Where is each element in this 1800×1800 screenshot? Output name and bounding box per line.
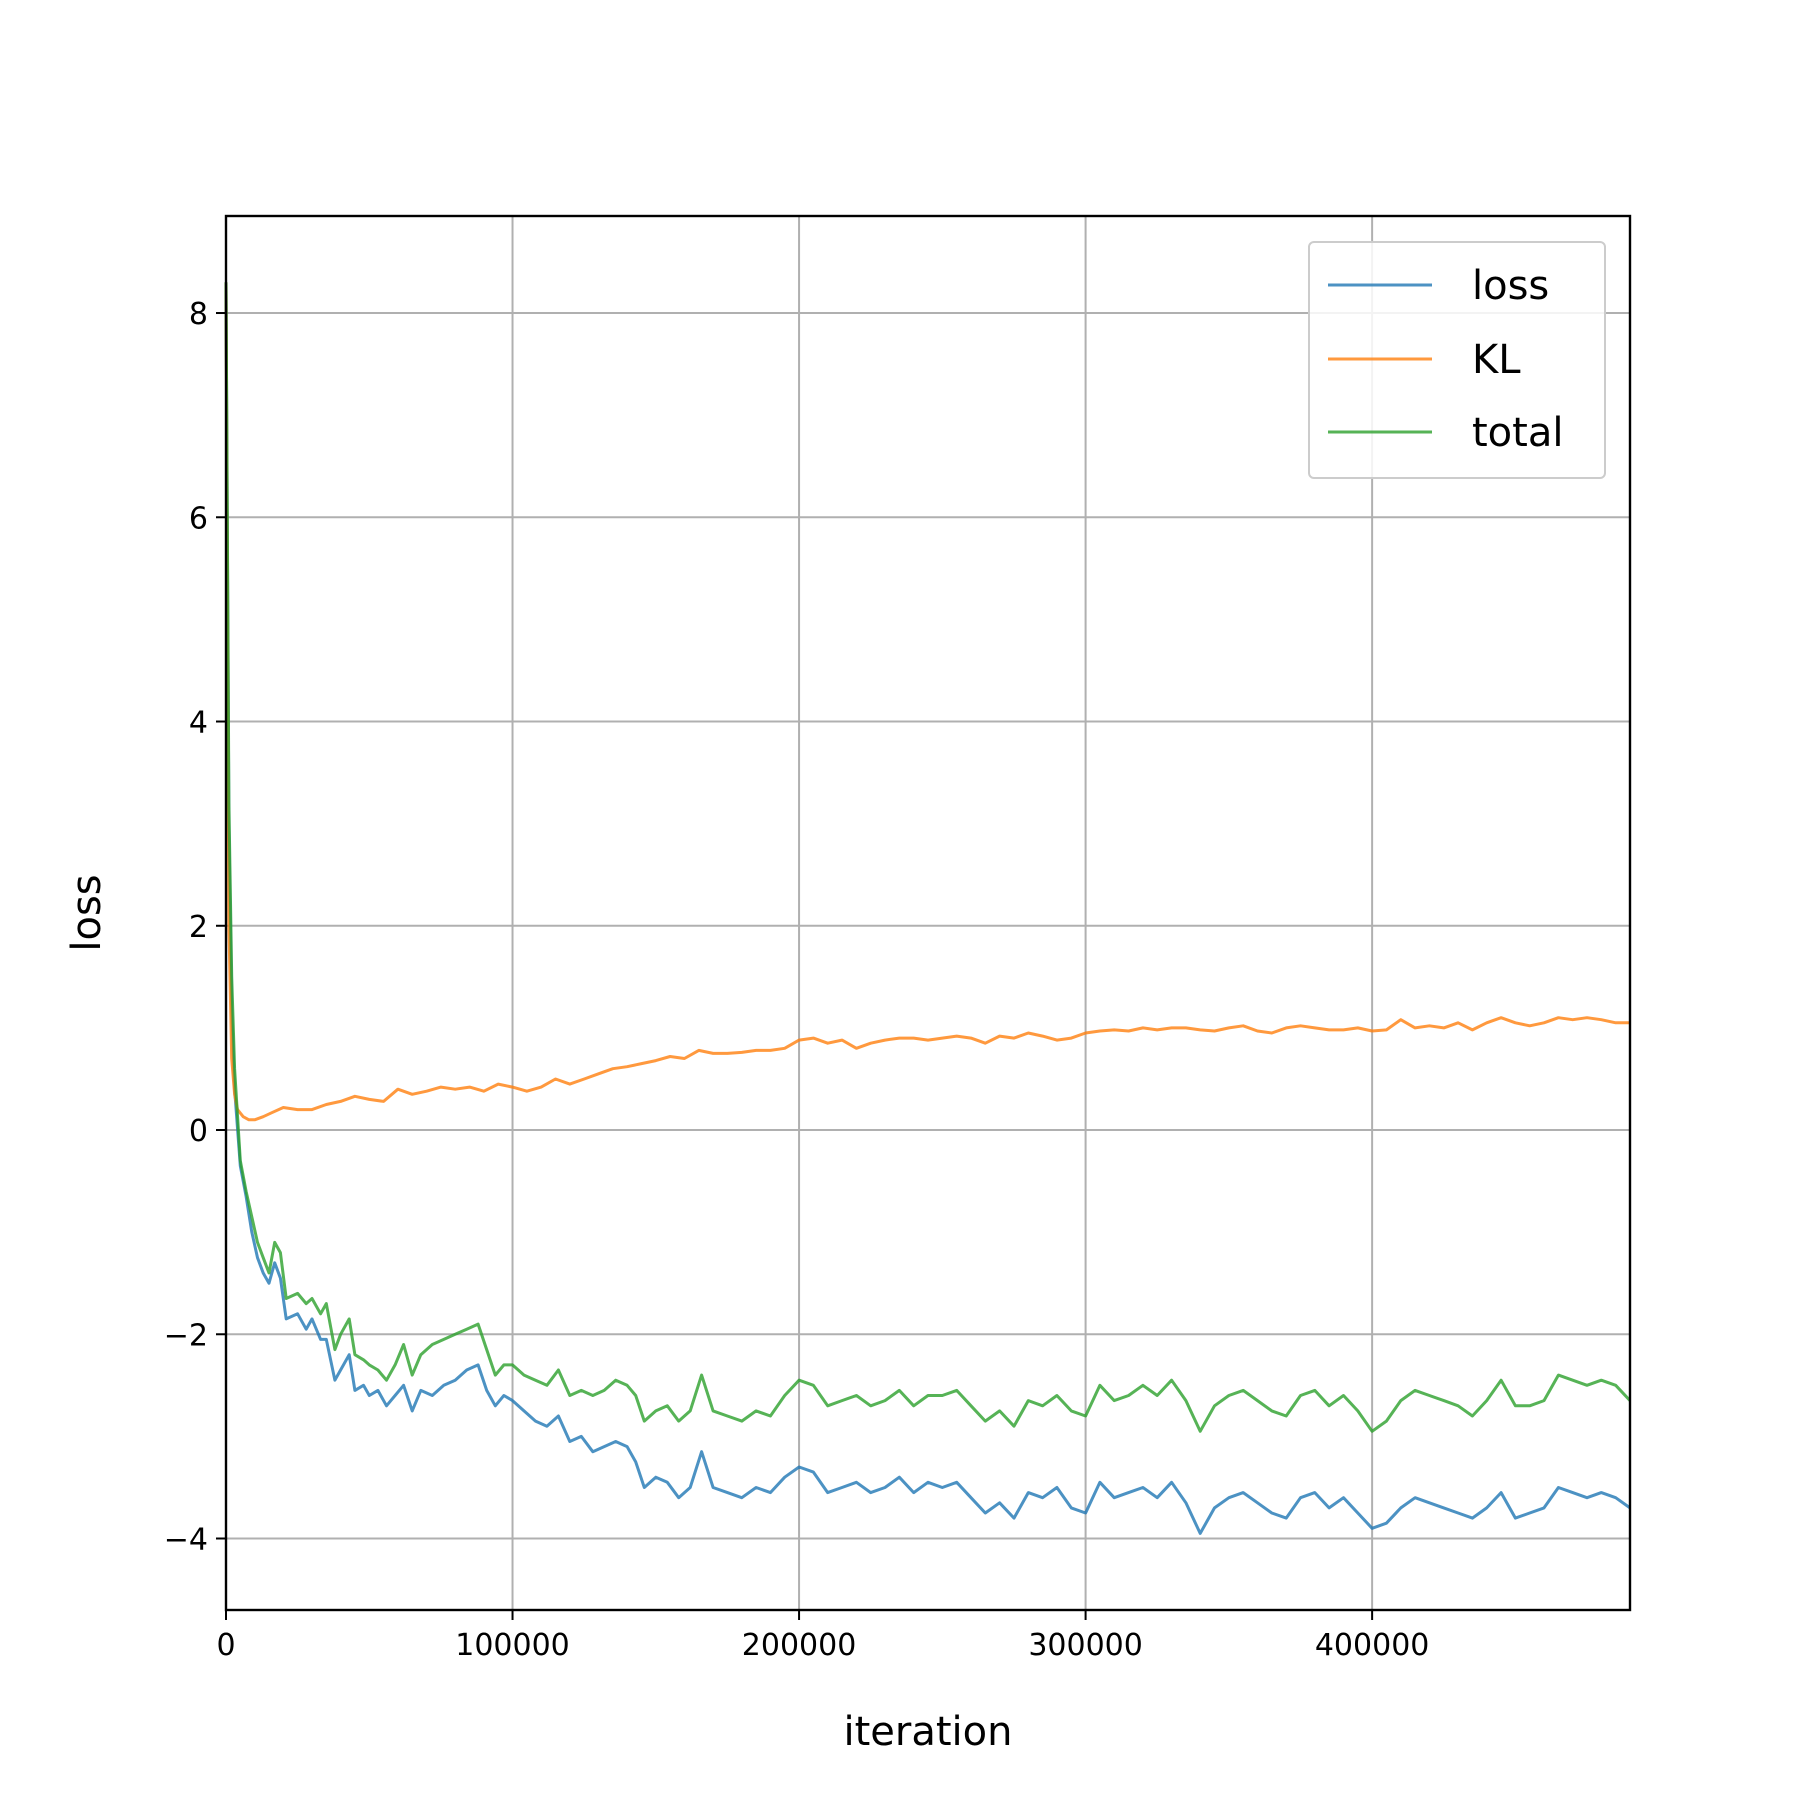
x-tick-label: 300000 — [1028, 1628, 1143, 1663]
legend-label-total: total — [1472, 410, 1563, 456]
y-tick-label: 2 — [189, 910, 208, 945]
y-tick-label: 4 — [189, 706, 208, 741]
series-line-loss — [224, 282, 1631, 1535]
plot-frame — [224, 214, 1632, 1612]
x-axis-label: iteration — [844, 1709, 1013, 1755]
y-tick-label: 0 — [189, 1114, 208, 1149]
y-tick-label: 6 — [189, 501, 208, 536]
grid-lines — [225, 216, 1630, 1610]
series-line-kl — [224, 282, 1630, 1122]
y-axis-label: loss — [64, 874, 110, 951]
legend: loss KL total — [1308, 241, 1606, 479]
axis-ticks: 0 100000 200000 300000 400000 −4 −2 0 2 4 6 8 — [164, 297, 1430, 1663]
series-line-total — [224, 282, 1632, 1433]
legend-box — [1308, 241, 1606, 479]
x-tick-label: 100000 — [455, 1628, 570, 1663]
legend-label-loss: loss — [1472, 263, 1549, 309]
legend-label-kl: KL — [1472, 337, 1521, 383]
x-tick-label: 400000 — [1315, 1628, 1430, 1663]
x-tick-label: 0 — [216, 1628, 235, 1663]
y-tick-label: −4 — [164, 1523, 208, 1558]
series-lines — [224, 282, 1632, 1535]
y-tick-label: 8 — [189, 297, 208, 332]
x-tick-label: 200000 — [742, 1628, 857, 1663]
y-tick-label: −2 — [164, 1318, 208, 1353]
